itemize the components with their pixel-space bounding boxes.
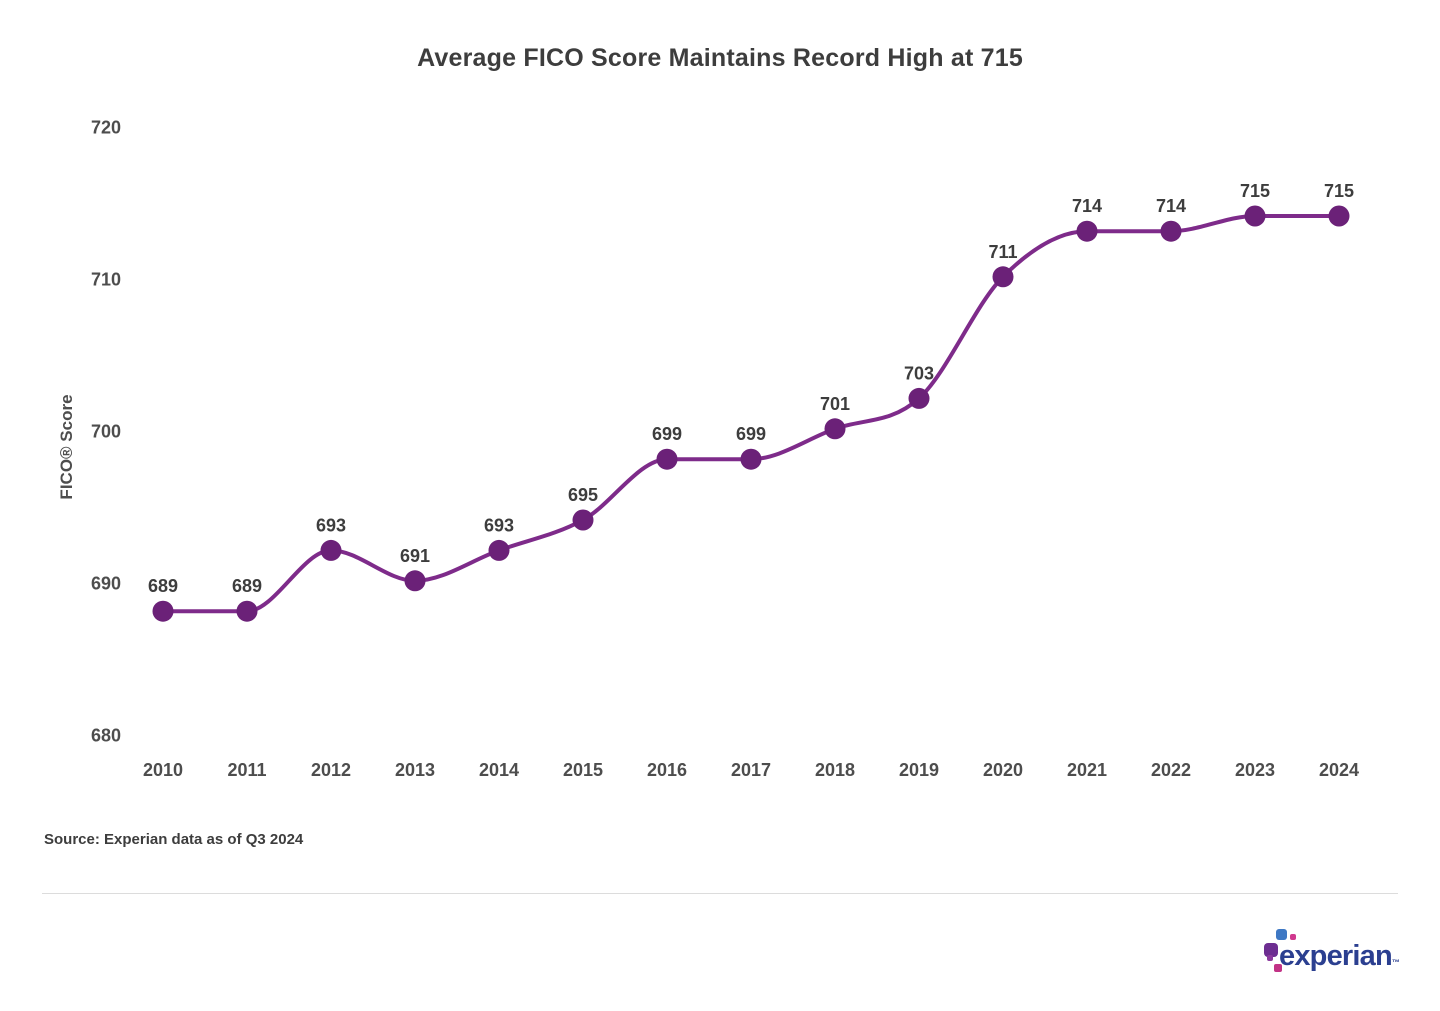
x-tick-label: 2024 xyxy=(1319,760,1359,780)
x-tick-label: 2019 xyxy=(899,760,939,780)
data-label-2013: 691 xyxy=(400,546,430,566)
data-label-2017: 699 xyxy=(736,424,766,444)
data-point-2010 xyxy=(152,600,174,622)
x-tick-label: 2018 xyxy=(815,760,855,780)
data-point-2013 xyxy=(404,570,426,592)
x-tick-label: 2023 xyxy=(1235,760,1275,780)
data-point-2022 xyxy=(1160,220,1182,242)
data-label-2022: 714 xyxy=(1156,196,1186,216)
data-label-2020: 711 xyxy=(988,242,1017,262)
data-label-2014: 693 xyxy=(484,515,514,535)
x-tick-label: 2016 xyxy=(647,760,687,780)
x-tick-label: 2011 xyxy=(227,760,266,780)
data-label-2015: 695 xyxy=(568,485,598,505)
data-point-2014 xyxy=(488,539,510,561)
y-tick-label: 720 xyxy=(91,118,121,138)
data-point-2024 xyxy=(1328,205,1350,227)
data-label-2016: 699 xyxy=(652,424,682,444)
y-tick-label: 710 xyxy=(91,270,121,290)
y-tick-label: 690 xyxy=(91,574,121,594)
experian-logo-purple-square-icon xyxy=(1264,943,1278,957)
x-tick-label: 2022 xyxy=(1151,760,1191,780)
data-point-2023 xyxy=(1244,205,1266,227)
data-label-2024: 715 xyxy=(1324,181,1354,201)
data-label-2010: 689 xyxy=(148,576,178,596)
data-label-2011: 689 xyxy=(232,576,262,596)
x-tick-label: 2013 xyxy=(395,760,435,780)
data-point-2020 xyxy=(992,266,1014,288)
footer-divider xyxy=(42,893,1398,894)
data-label-2019: 703 xyxy=(904,363,934,383)
data-label-2018: 701 xyxy=(820,394,850,414)
data-point-2021 xyxy=(1076,220,1098,242)
x-tick-label: 2017 xyxy=(731,760,771,780)
line-chart: 680 690 700 710 720 FICO® Score 2010 2011 2012 20… xyxy=(57,118,1359,781)
data-label-2021: 714 xyxy=(1072,196,1102,216)
data-point-2016 xyxy=(656,448,678,470)
experian-logo: experian™ xyxy=(1263,924,1403,980)
x-tick-label: 2021 xyxy=(1067,760,1107,780)
y-axis-title: FICO® Score xyxy=(57,394,76,499)
x-tick-label: 2020 xyxy=(983,760,1023,780)
experian-wordmark: experian™ xyxy=(1279,940,1400,972)
x-tick-label: 2014 xyxy=(479,760,519,780)
chart-title: Average FICO Score Maintains Record High… xyxy=(417,44,1023,72)
experian-logo-blue-square-icon xyxy=(1276,929,1287,940)
data-point-2019 xyxy=(908,387,930,409)
y-tick-label: 700 xyxy=(91,422,121,442)
data-point-2012 xyxy=(320,539,342,561)
data-point-2011 xyxy=(236,600,258,622)
data-point-2017 xyxy=(740,448,762,470)
source-note: Source: Experian data as of Q3 2024 xyxy=(44,831,304,848)
data-label-2023: 715 xyxy=(1240,181,1270,201)
data-point-2015 xyxy=(572,509,594,531)
x-tick-label: 2010 xyxy=(143,760,183,780)
experian-logo-magenta-square-icon xyxy=(1274,964,1282,972)
x-tick-label: 2015 xyxy=(563,760,603,780)
y-tick-label: 680 xyxy=(91,726,121,746)
experian-logo-pink-square-icon xyxy=(1290,934,1296,940)
x-tick-label: 2012 xyxy=(311,760,351,780)
data-label-2012: 693 xyxy=(316,515,346,535)
data-point-2018 xyxy=(824,418,846,440)
trademark-symbol: ™ xyxy=(1391,958,1400,967)
experian-logo-small-purple-square-icon xyxy=(1267,955,1273,961)
